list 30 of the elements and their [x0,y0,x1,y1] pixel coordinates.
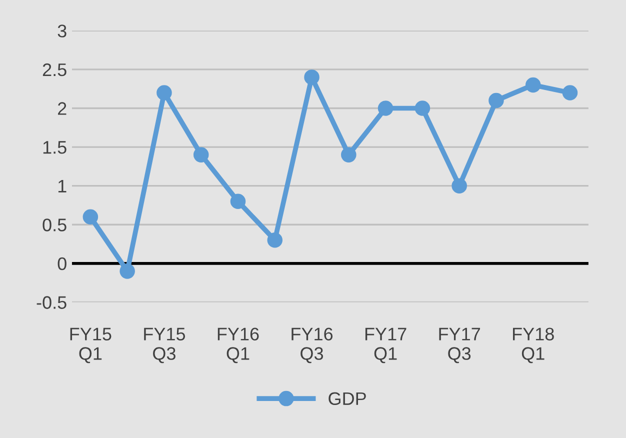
point [341,147,356,162]
point [452,178,467,194]
point [562,85,578,100]
x-tick-label: FY18 Q1 [513,328,554,364]
point [120,264,135,279]
point [230,194,246,209]
y-tick-label: 2.5 [42,63,66,76]
y-tick-label: 2 [58,102,66,115]
point [267,232,283,248]
y-tick-label: 1 [58,180,66,192]
x-tick-label: FY15 Q1 [70,328,112,364]
x-tick-label: FY16 Q3 [292,328,333,364]
point [378,100,394,116]
point [193,147,209,162]
y-tick-label: 3 [58,24,66,38]
x-tick-label: FY16 Q1 [218,328,259,364]
x-tick-label: FY15 Q3 [144,328,186,364]
x-tick-label: FY17 Q3 [439,328,480,364]
y-tick-label: -0.5 [36,296,66,309]
y-tick-label: 1.5 [43,141,66,154]
y-tick-label: 0 [58,257,66,270]
point [82,209,98,225]
point [525,77,541,93]
x-tick-label: FY17 Q1 [365,328,406,364]
legend-label: GDP [328,392,366,406]
point [304,70,320,85]
point [156,85,172,100]
point [488,92,504,108]
y-tick-label: 0.5 [42,218,66,232]
point [414,100,430,116]
